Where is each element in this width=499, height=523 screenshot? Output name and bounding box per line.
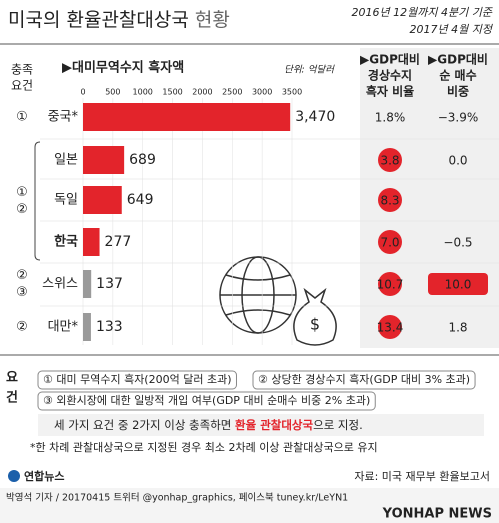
bar <box>83 270 92 298</box>
conditions-header: 충족 <box>11 63 33 77</box>
highlight-circle <box>378 272 402 296</box>
x-tick-label: 500 <box>105 88 120 97</box>
title-main: 미국의 환율관찰대상국 <box>8 9 189 31</box>
category-label: 대만* <box>48 320 79 335</box>
note-box <box>38 414 484 436</box>
unit: 단위: 억달러 <box>284 65 335 76</box>
highlight-circle <box>378 188 402 212</box>
condition: ③ <box>16 285 28 300</box>
category-label: 독일 <box>54 193 78 208</box>
highlight-circle <box>378 315 402 339</box>
logo-mark <box>8 470 20 482</box>
column-header: 비중 <box>447 84 469 99</box>
column-value: 3.8 <box>380 154 399 168</box>
x-tick-label: 1000 <box>133 88 153 97</box>
column-value: 10.0 <box>445 278 472 292</box>
requirement-item: ① 대미 무역수지 흑자(200억 달러 초과) <box>43 372 231 386</box>
value-label: 137 <box>96 276 123 292</box>
value-label: 133 <box>96 319 123 335</box>
column-value: 7.0 <box>380 236 399 250</box>
condition-bracket <box>34 141 41 261</box>
note: 세 가지 요건 중 2가지 이상 충족하면 환율 관찰대상국으로 지정. <box>54 418 363 432</box>
x-tick-label: 3500 <box>282 88 302 97</box>
note-part: 세 가지 요건 중 2가지 이상 충족하면 <box>54 418 235 432</box>
bar <box>83 103 291 131</box>
condition: ① <box>16 110 28 125</box>
title-light: 현황 <box>195 9 230 31</box>
svg-text:$: $ <box>310 315 320 334</box>
category-label: 한국 <box>54 234 78 250</box>
source: 자료: 미국 재무부 환율보고서 <box>354 470 490 483</box>
category-label: 일본 <box>54 153 78 168</box>
value-label: 689 <box>129 152 156 168</box>
highlight-circle <box>378 230 402 254</box>
basis: 2016년 12월까지 4분기 기준 <box>352 6 493 19</box>
column-header: ▶GDP대비 <box>360 52 420 67</box>
column-value: 1.8 <box>448 321 467 335</box>
condition: ② <box>16 268 28 283</box>
value-label: 3,470 <box>295 109 335 125</box>
requirements-label: 요 <box>6 371 18 386</box>
watermark: YONHAP NEWS <box>382 507 492 522</box>
column-header: ▶GDP대비 <box>428 52 488 67</box>
x-tick-label: 2000 <box>192 88 212 97</box>
illustration: $ <box>219 256 337 346</box>
requirement-item: ② 상당한 경상수지 흑자(GDP 대비 3% 초과) <box>258 372 470 386</box>
requirement-item: ③ 외환시장에 대한 일방적 개입 여부(GDP 대비 순매수 비중 2% 초과… <box>43 393 370 407</box>
column-value: 10.7 <box>377 278 404 292</box>
requirement-box <box>37 370 237 390</box>
condition: ② <box>16 202 28 217</box>
requirements-label: 건 <box>6 390 18 406</box>
column-value: 0.0 <box>448 154 467 168</box>
value-label: 649 <box>127 192 154 208</box>
x-tick-label: 0 <box>80 88 85 97</box>
x-tick-label: 1500 <box>162 88 182 97</box>
column-value: 13.4 <box>377 321 404 335</box>
highlight-circle <box>378 148 402 172</box>
column-value: 1.8% <box>375 111 406 125</box>
x-tick-label: 3000 <box>252 88 272 97</box>
note-part: 으로 지정. <box>313 418 363 432</box>
subtitle: ▶대미무역수지 흑자액 <box>62 60 184 76</box>
footer-bar <box>0 488 499 523</box>
bar <box>83 146 125 174</box>
note-part: 환율 관찰대상국 <box>235 418 313 432</box>
column-value: 8.3 <box>380 194 399 208</box>
designated: 2017년 4월 지정 <box>410 23 494 36</box>
column-header: 경상수지 <box>368 68 412 83</box>
bar <box>83 186 122 214</box>
x-tick-label: 2500 <box>222 88 242 97</box>
highlight-box <box>428 273 488 295</box>
logo: 연합뉴스 <box>24 469 64 483</box>
category-label: 중국* <box>48 110 79 125</box>
column-header: 순 매수 <box>439 68 476 83</box>
condition: ② <box>16 320 28 335</box>
conditions-header: 요건 <box>11 79 33 93</box>
bar <box>83 313 91 341</box>
requirement-box <box>37 391 376 411</box>
value-label: 277 <box>105 234 132 250</box>
credit: 박영석 기자 / 20170415 트위터 @yonhap_graphics, … <box>6 492 348 504</box>
footnote: *한 차례 관찰대상국으로 지정된 경우 최소 2차례 이상 관찰대상국으로 유… <box>30 441 378 454</box>
bar <box>83 228 100 256</box>
column-header: 흑자 비율 <box>366 84 414 99</box>
requirement-box <box>252 370 476 390</box>
column-value: −3.9% <box>438 111 479 125</box>
title: 미국의 환율관찰대상국 현황 <box>8 9 230 31</box>
category-label: 스위스 <box>42 277 78 292</box>
condition: ① <box>16 185 28 200</box>
column-value: −0.5 <box>443 236 472 250</box>
